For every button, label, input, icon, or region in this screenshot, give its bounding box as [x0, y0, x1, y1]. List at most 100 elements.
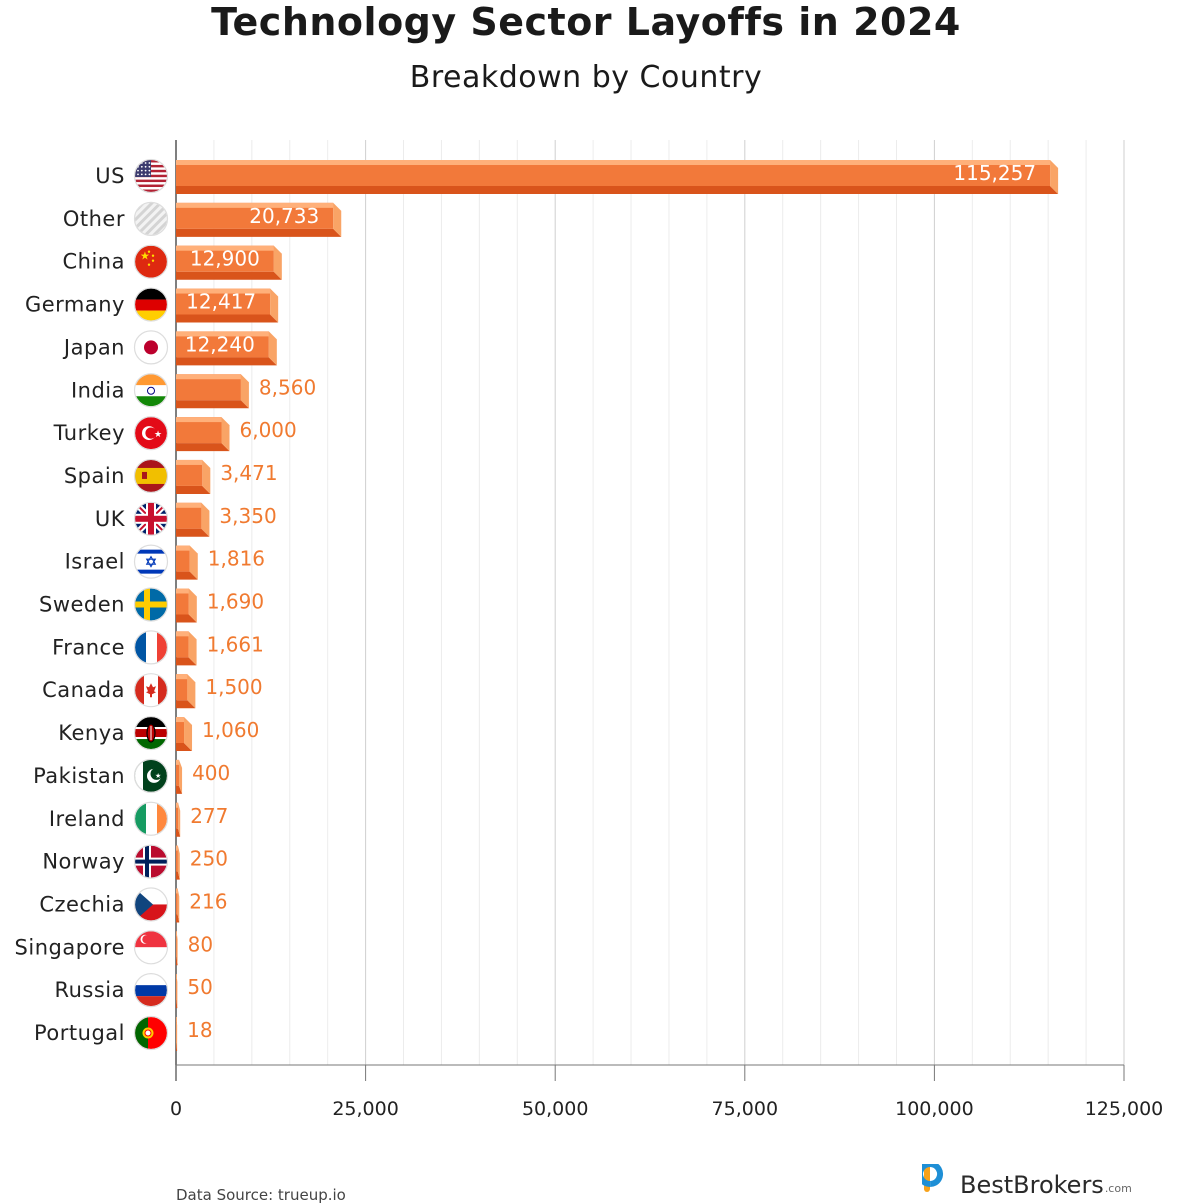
bestbrokers-logo-icon: [922, 1164, 944, 1192]
bar-canada: [176, 674, 196, 709]
bar-japan: [176, 331, 277, 366]
bar-bottom-face: [176, 957, 178, 966]
bar-bottom-face: [176, 785, 183, 794]
bar-value-label: 115,257: [953, 161, 1036, 185]
bar-israel: [176, 545, 198, 580]
bar-chart: 0 25,000 50,000 75,000 100,000 125,000 115,25…: [15, 140, 1164, 1120]
bar-highlight: [176, 588, 189, 594]
bar-bottom-face: [176, 271, 282, 280]
bar-highlight: [176, 288, 271, 294]
bar-side-face: [176, 931, 178, 966]
bar-bottom-face: [176, 914, 180, 923]
bar-side-face: [202, 459, 211, 494]
bar-bottom-face: [176, 443, 230, 452]
turkey-flag-icon: ★: [133, 416, 169, 451]
bar-value-label: 400: [192, 761, 230, 785]
india-flag-icon: [133, 373, 169, 408]
bar-value-label: 250: [190, 847, 228, 871]
bar-highlight: [176, 674, 188, 680]
kenya-flag-icon: [133, 715, 169, 751]
bar-bottom-face: [176, 357, 277, 366]
bar-india: [176, 374, 249, 409]
czechia-flag-icon: [133, 887, 169, 922]
bar-highlight: [176, 502, 202, 508]
category-label: Portugal: [34, 1021, 125, 1045]
bar-highlight: [176, 331, 269, 337]
category-label: Kenya: [58, 721, 125, 745]
bar-bottom-face: [176, 743, 193, 752]
bar-germany: [176, 288, 279, 323]
bar-czechia: [176, 888, 180, 923]
bar-france: [176, 631, 197, 666]
bar-value-label: 12,417: [186, 290, 256, 314]
bar-bottom-face: [176, 571, 198, 580]
bar-side-face: [188, 588, 197, 623]
bar-side-face: [268, 331, 277, 366]
x-tick-label: 125,000: [1085, 1098, 1164, 1120]
bar-face: [176, 545, 190, 572]
us-flag-icon: [133, 158, 169, 194]
bar-pakistan: [176, 759, 183, 794]
bar-highlight: [176, 717, 185, 723]
brand-suffix: .com: [1104, 1182, 1132, 1195]
japan-flag-icon: [133, 330, 169, 365]
bar-spain: [176, 459, 211, 494]
bar-highlight: [176, 374, 241, 380]
category-label: Ireland: [49, 807, 125, 831]
bar-bottom-face: [176, 528, 210, 537]
category-label: Germany: [25, 293, 125, 317]
category-label: Canada: [42, 678, 125, 702]
category-labels: US Other China ★ Germany Japan India Turkey ★ Spa…: [15, 158, 169, 1051]
svg-text:★: ★: [140, 250, 150, 263]
x-tick-label: 100,000: [895, 1098, 974, 1120]
bar-value-label: 1,060: [202, 718, 259, 742]
bar-russia: [176, 974, 178, 1009]
chart-subtitle: Breakdown by Country: [409, 60, 763, 95]
bar-value-label: 1,816: [208, 547, 265, 571]
bar-china: [176, 245, 282, 280]
bar-bottom-face: [176, 400, 249, 409]
bar-value-label: 1,661: [207, 632, 264, 656]
bar-highlight: [176, 202, 334, 208]
bar-side-face: [187, 674, 196, 709]
bar-highlight: [176, 931, 177, 937]
bar-value-label: 20,733: [249, 204, 319, 228]
portugal-flag-icon: [133, 1015, 169, 1051]
bar-value-label: 216: [189, 889, 227, 913]
bar-bottom-face: [176, 1000, 178, 1009]
pakistan-flag-icon: ★: [133, 758, 169, 794]
bar-face: [176, 674, 188, 701]
singapore-flag-icon: [133, 930, 169, 965]
bar-bottom-face: [176, 1043, 178, 1051]
category-label: Japan: [62, 335, 125, 359]
bar-norway: [176, 845, 180, 880]
category-label: Pakistan: [33, 764, 125, 788]
svg-text:★: ★: [155, 772, 161, 780]
canada-flag-icon: [133, 673, 169, 708]
china-flag-icon: ★: [133, 244, 169, 279]
bar-bottom-face: [176, 871, 180, 880]
bar-face: [176, 631, 189, 658]
bar-side-face: [179, 759, 183, 794]
bar-value-label: 6,000: [240, 418, 297, 442]
brand-logo: BestBrokers .com: [922, 1164, 1132, 1200]
bar-bottom-face: [176, 186, 1059, 194]
bar-highlight: [176, 245, 274, 251]
uk-flag-icon: [133, 501, 169, 536]
bar-bottom-face: [176, 828, 181, 837]
bar-side-face: [188, 631, 197, 666]
bar-bottom-face: [176, 657, 197, 666]
bar-face: [176, 802, 179, 829]
x-tick-label: 75,000: [712, 1098, 778, 1120]
bar-value-label: 3,471: [220, 461, 277, 485]
bar-side-face: [184, 717, 193, 752]
category-label: France: [52, 635, 125, 659]
category-label: Singapore: [15, 935, 125, 959]
bar-side-face: [189, 545, 198, 580]
israel-flag-icon: [133, 544, 169, 579]
bar-highlight: [176, 888, 178, 894]
bar-side-face: [221, 417, 230, 452]
data-source-note: Data Source: trueup.io: [176, 1186, 346, 1204]
bar-sweden: [176, 588, 197, 623]
bar-value-label: 3,350: [219, 504, 276, 528]
